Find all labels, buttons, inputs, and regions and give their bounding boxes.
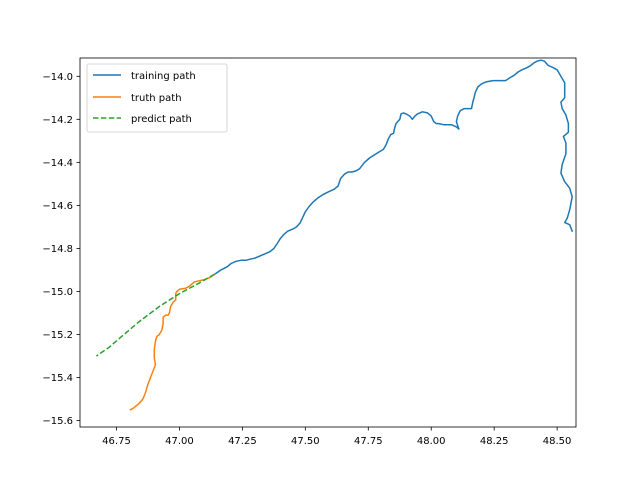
legend-box bbox=[86, 63, 228, 133]
legend-label-training-path: training path bbox=[131, 71, 196, 82]
x-tick-label: 48.00 bbox=[417, 436, 446, 447]
y-tick-label: −15.0 bbox=[42, 287, 73, 298]
legend-label-predict-path: predict path bbox=[131, 114, 192, 125]
x-tick-label: 48.25 bbox=[480, 436, 509, 447]
series-line-predict-path bbox=[95, 273, 216, 357]
plot-frame bbox=[79, 57, 577, 428]
series-line-truth-path bbox=[129, 273, 216, 411]
y-tick-label: −14.6 bbox=[42, 201, 73, 212]
y-axis-ticks: −14.0 −14.2 −14.4 −14.6 −14.8 −15.0 −15.2 −15.4… bbox=[42, 72, 80, 427]
y-tick-label: −14.2 bbox=[42, 115, 73, 126]
series-layer bbox=[95, 59, 573, 411]
x-tick-label: 48.50 bbox=[543, 436, 572, 447]
y-tick-label: −14.0 bbox=[42, 72, 73, 83]
x-tick-label: 46.75 bbox=[102, 436, 131, 447]
x-tick-label: 47.25 bbox=[228, 436, 257, 447]
y-tick-label: −15.2 bbox=[42, 330, 73, 341]
y-tick-label: −14.4 bbox=[42, 158, 73, 169]
series-line-training-path bbox=[213, 59, 573, 275]
x-tick-label: 47.50 bbox=[291, 436, 320, 447]
y-tick-label: −14.8 bbox=[42, 244, 73, 255]
x-axis-ticks: 46.75 47.00 47.25 47.50 47.75 48.00 48.25 48.50 bbox=[102, 427, 571, 447]
y-tick-label: −15.6 bbox=[42, 416, 73, 427]
legend-label-truth-path: truth path bbox=[131, 93, 182, 104]
x-tick-label: 47.00 bbox=[165, 436, 194, 447]
x-tick-label: 47.75 bbox=[354, 436, 383, 447]
legend: training path truth path predict path bbox=[86, 63, 228, 133]
y-tick-label: −15.4 bbox=[42, 373, 73, 384]
